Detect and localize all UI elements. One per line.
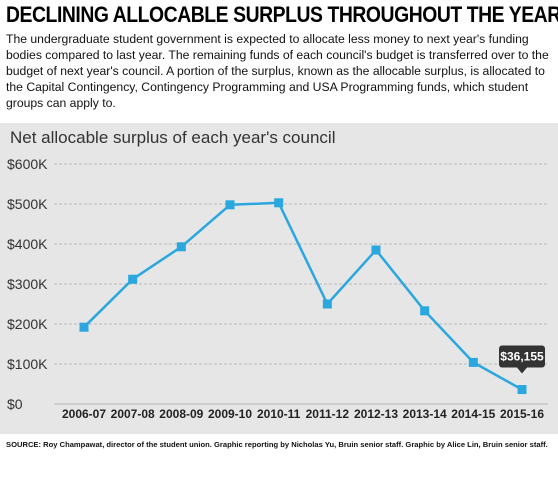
value-callout: $36,155 — [499, 345, 545, 374]
data-point — [274, 198, 284, 208]
data-point — [517, 385, 527, 395]
data-point — [420, 306, 430, 316]
y-tick-label: $500K — [7, 196, 48, 212]
chart-title: Net allocable surplus of each year's cou… — [10, 128, 336, 147]
source-credit: SOURCE: Roy Champawat, director of the s… — [6, 440, 548, 449]
x-tick-label: 2007-08 — [111, 407, 155, 421]
x-tick-label: 2015-16 — [500, 407, 544, 421]
headline: DECLINING ALLOCABLE SURPLUS THROUGHOUT T… — [6, 2, 558, 27]
data-point — [79, 322, 89, 332]
y-tick-label: $100K — [7, 356, 48, 372]
callout-label: $36,155 — [500, 350, 544, 364]
y-tick-label: $600K — [7, 156, 48, 172]
y-tick-label: $200K — [7, 316, 48, 332]
series-line — [83, 201, 523, 391]
x-tick-label: 2014-15 — [451, 407, 495, 421]
data-point — [128, 274, 138, 284]
surplus-series — [79, 198, 527, 395]
data-point — [371, 245, 381, 255]
x-axis-tick-labels: 2006-07 2007-08 2008-09 2009-10 2010-11 2011-… — [62, 407, 544, 421]
callout-box — [499, 345, 545, 368]
data-point — [225, 200, 235, 210]
y-tick-label: $0 — [7, 396, 23, 412]
data-point — [322, 299, 332, 309]
gridlines — [54, 163, 548, 405]
intro-paragraph: The undergraduate student government is … — [6, 32, 549, 110]
chart-panel — [0, 123, 558, 434]
y-tick-label: $400K — [7, 236, 48, 252]
y-axis-tick-labels: $0 $100K $200K $300K $400K $500K $600K — [7, 156, 48, 412]
data-point — [468, 357, 478, 367]
x-tick-label: 2013-14 — [403, 407, 447, 421]
x-tick-label: 2012-13 — [354, 407, 398, 421]
x-tick-label: 2006-07 — [62, 407, 106, 421]
callout-pointer — [517, 367, 527, 374]
y-tick-label: $300K — [7, 276, 48, 292]
x-tick-label: 2009-10 — [208, 407, 252, 421]
x-tick-label: 2010-11 — [257, 407, 301, 421]
x-tick-label: 2008-09 — [159, 407, 203, 421]
x-tick-label: 2011-12 — [306, 407, 350, 421]
data-point — [176, 242, 186, 252]
